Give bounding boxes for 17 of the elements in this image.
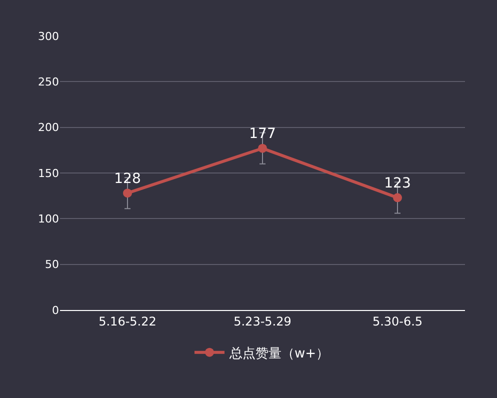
y-tick-label: 250 [38,76,59,89]
point [258,144,267,153]
y-tick-label: 300 [38,30,59,43]
point [393,193,402,202]
x-tick-label: 5.23-5.29 [234,314,292,328]
x-tick-label: 5.16-5.22 [98,314,156,328]
y-tick-label: 150 [38,166,59,180]
y-tick-label: 100 [38,212,59,226]
data-label: 128 [114,170,141,187]
x-tick-label: 5.30-6.5 [372,314,423,328]
legend-label: 总点赞量（w+） [228,346,330,362]
y-tick-label: 50 [45,258,59,272]
data-label: 177 [249,126,276,142]
y-tick-label: 0 [52,304,59,317]
point [123,188,132,198]
y-tick-label: 200 [38,121,59,134]
data-label: 123 [384,176,411,192]
